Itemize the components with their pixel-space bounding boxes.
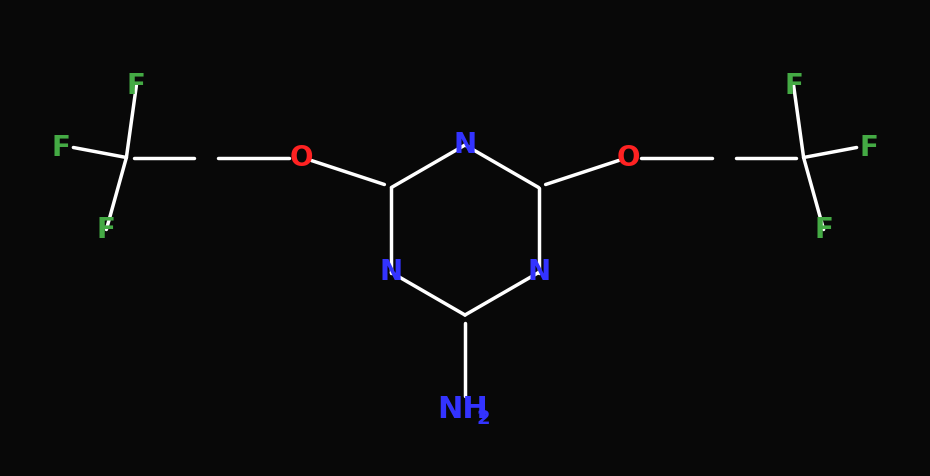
Text: N: N — [379, 258, 403, 287]
Text: F: F — [127, 71, 146, 99]
Text: O: O — [289, 143, 313, 171]
Text: F: F — [52, 133, 71, 161]
Text: O: O — [617, 143, 641, 171]
Text: F: F — [859, 133, 878, 161]
Text: F: F — [97, 216, 116, 244]
Text: 2: 2 — [476, 408, 490, 427]
Text: NH: NH — [438, 396, 488, 425]
Text: N: N — [454, 131, 476, 159]
Text: N: N — [527, 258, 551, 287]
Text: F: F — [784, 71, 803, 99]
Text: F: F — [814, 216, 833, 244]
